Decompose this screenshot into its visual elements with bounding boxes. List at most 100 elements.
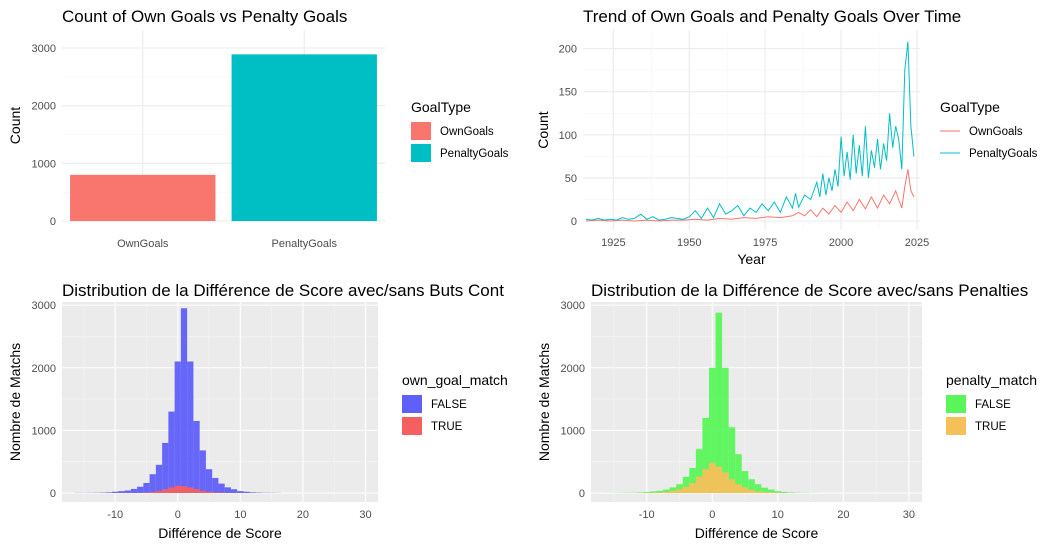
- legend-key-PenaltyGoals: [411, 144, 431, 162]
- x-axis-title: Différence de Score: [158, 525, 282, 541]
- y-axis-title: Count: [7, 107, 23, 144]
- x-tick-label: -10: [107, 509, 123, 521]
- hist-bar-TRUE-3: [729, 479, 736, 493]
- y-axis-title: Nombre de Matchs: [536, 343, 552, 461]
- hist-bar-TRUE-1: [716, 467, 723, 493]
- hist-bar-FALSE-8: [225, 487, 231, 493]
- hist-bar-FALSE--10: [112, 492, 118, 493]
- legend-label-TRUE: TRUE: [431, 421, 463, 433]
- hist-bar-FALSE-10: [237, 491, 243, 493]
- x-tick-label: 2025: [905, 237, 929, 249]
- y-tick-label: 100: [559, 130, 577, 142]
- series-line-PenaltyGoals: [586, 42, 914, 220]
- hist-bar-FALSE--7: [131, 489, 137, 493]
- bar-PenaltyGoals: [232, 54, 377, 221]
- y-tick-label: 2000: [32, 363, 56, 375]
- x-tick-label: 30: [903, 509, 915, 521]
- bar-OwnGoals: [70, 175, 215, 221]
- hist-bar-FALSE-1: [716, 313, 723, 493]
- y-axis-title: Count: [535, 111, 551, 148]
- hist-bar-TRUE-4: [200, 491, 206, 493]
- hist-bar-TRUE--6: [670, 491, 677, 493]
- y-tick-label: 0: [50, 488, 56, 500]
- hist-bar-TRUE-9: [768, 492, 775, 493]
- y-tick-label: 200: [559, 44, 577, 56]
- x-tick-label: OwnGoals: [117, 238, 169, 250]
- hist-bar-FALSE--11: [637, 492, 644, 493]
- x-tick-label: 0: [709, 509, 715, 521]
- legend-label-FALSE: FALSE: [431, 399, 467, 411]
- hist-bar-TRUE-6: [748, 490, 755, 493]
- y-tick-label: 1000: [32, 425, 56, 437]
- hist-bar-TRUE--5: [143, 492, 149, 493]
- legend-label-FALSE: FALSE: [975, 399, 1011, 411]
- hist-bar-TRUE--1: [702, 469, 709, 493]
- x-tick-label: 30: [359, 509, 371, 521]
- hist-bar-FALSE-5: [206, 469, 212, 493]
- hist-bar-FALSE-12: [250, 492, 256, 493]
- y-tick-label: 2000: [561, 363, 585, 375]
- hist-bar-FALSE-1: [181, 308, 187, 493]
- hist-bar-TRUE--2: [696, 477, 703, 493]
- hist-bar-FALSE-4: [200, 450, 206, 493]
- legend: own_goal_match FALSE TRUE: [402, 372, 508, 435]
- y-tick-label: 0: [50, 216, 56, 228]
- hist-bar-FALSE-12: [788, 492, 795, 493]
- legend-key-FALSE: [946, 395, 966, 413]
- series-line-OwnGoals: [586, 169, 914, 221]
- hist-bar-FALSE--8: [125, 490, 131, 493]
- hist-bar-FALSE-7: [218, 484, 224, 493]
- legend-title: GoalType: [411, 99, 471, 115]
- hist-bar-TRUE-4: [735, 484, 742, 493]
- y-tick-label: 150: [559, 87, 577, 99]
- hist-bar-TRUE-5: [742, 487, 749, 493]
- y-tick-label: 1000: [561, 425, 585, 437]
- hist-bar-TRUE--2: [162, 489, 168, 493]
- hist-bar-FALSE-6: [212, 478, 218, 493]
- y-tick-label: 3000: [32, 43, 56, 55]
- chart-title: Distribution de la Différence de Score a…: [62, 281, 504, 300]
- hist-bar-TRUE--8: [657, 492, 664, 493]
- hist-bar-FALSE--1: [168, 412, 174, 493]
- hist-bar-TRUE-1: [181, 486, 187, 493]
- hist-bar-FALSE-9: [231, 489, 237, 493]
- hist-bar-FALSE-2: [187, 361, 193, 493]
- hist-bar-TRUE--4: [683, 487, 690, 493]
- legend-label-PenaltyGoals: PenaltyGoals: [969, 148, 1038, 160]
- legend-title: own_goal_match: [402, 372, 508, 388]
- y-tick-label: 0: [571, 216, 577, 228]
- plot-background: [62, 302, 378, 502]
- y-tick-label: 0: [579, 488, 585, 500]
- hist-bar-TRUE--4: [150, 492, 156, 493]
- hist-bar-TRUE-0: [709, 463, 716, 493]
- hist-bar-TRUE-0: [175, 486, 181, 493]
- hist-bar-FALSE-0: [175, 361, 181, 493]
- hist-bar-TRUE--3: [689, 483, 696, 493]
- x-axis-title: Year: [737, 251, 766, 267]
- y-tick-label: 2000: [32, 101, 56, 113]
- hist-bar-TRUE--1: [168, 487, 174, 493]
- hist-bar-FALSE--3: [156, 465, 162, 493]
- hist-bar-TRUE--7: [663, 492, 670, 493]
- y-tick-label: 1000: [32, 158, 56, 170]
- hist-bar-FALSE--9: [118, 491, 124, 493]
- hist-bar-FALSE-3: [193, 421, 199, 493]
- chart-title: Trend of Own Goals and Penalty Goals Ove…: [583, 7, 961, 26]
- x-tick-label: 1975: [753, 237, 777, 249]
- x-tick-label: PenaltyGoals: [272, 238, 338, 250]
- legend-key-TRUE: [946, 417, 966, 435]
- x-tick-label: 10: [234, 509, 246, 521]
- hist-bar-TRUE-5: [206, 492, 212, 493]
- x-tick-label: 1950: [677, 237, 701, 249]
- x-tick-label: 20: [837, 509, 849, 521]
- chart-title: Count of Own Goals vs Penalty Goals: [62, 7, 347, 26]
- y-tick-label: 3000: [561, 300, 585, 312]
- legend-title: GoalType: [940, 99, 1000, 115]
- chart-title: Distribution de la Différence de Score a…: [591, 281, 1028, 300]
- x-tick-label: 1925: [601, 237, 625, 249]
